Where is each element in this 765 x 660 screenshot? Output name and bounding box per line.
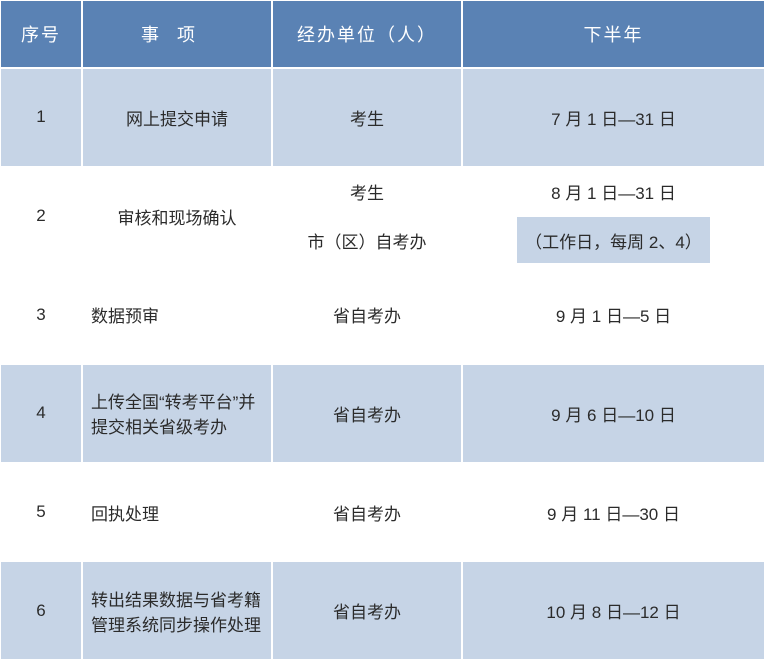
table-row: 6 转出结果数据与省考籍管理系统同步操作处理 省自考办 10 月 8 日—12 … [0,561,765,660]
cell-unit-sub: 考生 [341,168,393,216]
cell-seq: 6 [0,561,82,660]
header-seq: 序号 [0,0,82,68]
cell-seq: 3 [0,265,82,364]
cell-unit: 考生 [272,68,462,167]
cell-item: 审核和现场确认 [82,167,272,266]
cell-seq: 2 [0,167,82,266]
cell-date-sub: （工作日，每周 2、4） [516,216,711,264]
table-row: 1 网上提交申请 考生 7 月 1 日—31 日 [0,68,765,167]
cell-date: 9 月 1 日—5 日 [462,265,765,364]
cell-unit: 省自考办 [272,463,462,562]
table-row: 3 数据预审 省自考办 9 月 1 日—5 日 [0,265,765,364]
cell-item: 上传全国“转考平台”并提交相关省级考办 [82,364,272,463]
cell-unit-sub: 市（区）自考办 [299,216,436,264]
cell-item: 回执处理 [82,463,272,562]
header-unit: 经办单位（人） [272,0,462,68]
cell-item: 网上提交申请 [82,68,272,167]
cell-date: 9 月 6 日—10 日 [462,364,765,463]
cell-unit: 省自考办 [272,561,462,660]
cell-date: 9 月 11 日—30 日 [462,463,765,562]
cell-seq: 4 [0,364,82,463]
table-header-row: 序号 事项 经办单位（人） 下半年 [0,0,765,68]
table-row: 2 审核和现场确认 考生 市（区）自考办 8 月 1 日—31 日 （工作日，每… [0,167,765,266]
cell-item: 数据预审 [82,265,272,364]
cell-date-sub: 8 月 1 日—31 日 [542,168,685,216]
table-row: 5 回执处理 省自考办 9 月 11 日—30 日 [0,463,765,562]
table-row: 4 上传全国“转考平台”并提交相关省级考办 省自考办 9 月 6 日—10 日 [0,364,765,463]
cell-unit: 省自考办 [272,265,462,364]
cell-date: 8 月 1 日—31 日 （工作日，每周 2、4） [462,167,765,266]
header-date: 下半年 [462,0,765,68]
cell-unit: 省自考办 [272,364,462,463]
cell-seq: 1 [0,68,82,167]
cell-date: 7 月 1 日—31 日 [462,68,765,167]
cell-item: 转出结果数据与省考籍管理系统同步操作处理 [82,561,272,660]
cell-date: 10 月 8 日—12 日 [462,561,765,660]
cell-seq: 5 [0,463,82,562]
schedule-table: 序号 事项 经办单位（人） 下半年 1 网上提交申请 考生 7 月 1 日—31… [0,0,765,660]
cell-unit: 考生 市（区）自考办 [272,167,462,266]
header-item: 事项 [82,0,272,68]
